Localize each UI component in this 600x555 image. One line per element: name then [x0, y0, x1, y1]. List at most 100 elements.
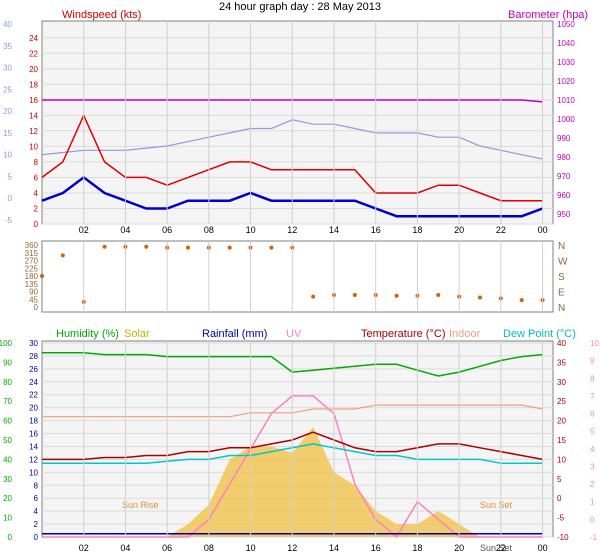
- legend-humidity: Humidity (%): [56, 328, 119, 340]
- direction-point: [311, 294, 316, 299]
- humidity-tick-label: 40: [3, 455, 12, 464]
- rain-tick-label: 0: [34, 533, 39, 542]
- baro-tick-label: 980: [557, 153, 571, 162]
- direction-point: [519, 298, 524, 303]
- wind-tick-label: 0: [34, 220, 39, 229]
- far-left-tick-label: 25: [3, 85, 12, 94]
- legend-temperature: Temperature (°C): [361, 328, 445, 340]
- humidity-tick-label: 10: [3, 514, 12, 523]
- temperature-tick-label: 25: [557, 397, 566, 406]
- temperature-tick-label: 0: [557, 494, 562, 503]
- x-tick-label: 04: [120, 543, 130, 553]
- rain-tick-label: 12: [29, 455, 38, 464]
- wind-tick-label: 8: [34, 158, 39, 167]
- wind-tick-label: 22: [29, 49, 38, 58]
- page-title: 24 hour graph day : 28 May 2013: [219, 1, 381, 13]
- direction-point: [60, 253, 65, 258]
- rain-tick-label: 18: [29, 417, 38, 426]
- x-tick-label: 20: [454, 543, 464, 553]
- direction-point: [394, 293, 399, 298]
- rain-tick-label: 10: [29, 468, 38, 477]
- compass-label: N: [558, 241, 565, 252]
- x-tick-label: 16: [371, 543, 381, 553]
- wind-tick-label: 6: [34, 173, 39, 182]
- legend-solar: Solar: [124, 328, 150, 340]
- direction-point: [102, 244, 107, 249]
- direction-tick-label: 90: [29, 288, 38, 297]
- direction-panel-frame: [41, 240, 554, 313]
- humidity-tick-label: 70: [3, 397, 12, 406]
- x-tick-label: 12: [287, 225, 297, 235]
- x-tick-label: 12: [287, 543, 297, 553]
- x-tick-label: 14: [329, 543, 339, 553]
- x-tick-label: 20: [454, 225, 464, 235]
- x-tick-label: 02: [79, 543, 89, 553]
- direction-point: [144, 244, 149, 249]
- humidity-tick-label: 0: [8, 533, 13, 542]
- temperature-tick-label: 10: [557, 455, 566, 464]
- baro-tick-label: 1000: [557, 115, 575, 124]
- x-tick-label: 14: [329, 225, 339, 235]
- baro-tick-label: 1030: [557, 58, 575, 67]
- annotation-sun-set: Sun Set: [480, 500, 513, 510]
- compass-label: S: [558, 272, 565, 283]
- baro-axis-label: Barometer (hpa): [508, 9, 588, 21]
- rain-tick-label: 28: [29, 352, 38, 361]
- wind-tick-label: 16: [29, 96, 38, 105]
- direction-point: [352, 292, 357, 297]
- x-tick-label: 22: [496, 225, 506, 235]
- rain-tick-label: 8: [34, 481, 39, 490]
- humidity-tick-label: 80: [3, 378, 12, 387]
- far-left-tick-label: 20: [3, 107, 12, 116]
- x-tick-label: 06: [162, 225, 172, 235]
- humidity-tick-label: 60: [3, 417, 12, 426]
- uv-tick-label: 2: [590, 480, 595, 489]
- rain-tick-label: 4: [34, 507, 39, 516]
- uv-tick-label: 0: [590, 515, 595, 524]
- wind-tick-label: 10: [29, 142, 38, 151]
- humidity-tick-label: 30: [3, 475, 12, 484]
- rain-tick-label: 14: [29, 442, 38, 451]
- x-tick-label: 08: [204, 543, 214, 553]
- x-tick-label: 18: [412, 225, 422, 235]
- rain-tick-label: 16: [29, 430, 38, 439]
- x-tick-label: 04: [120, 225, 130, 235]
- baro-tick-label: 960: [557, 191, 571, 200]
- far-left-tick-label: 30: [3, 64, 12, 73]
- temperature-tick-label: 40: [557, 339, 566, 348]
- compass-label: N: [558, 303, 565, 314]
- legend-dew-point: Dew Point (°C): [503, 328, 576, 340]
- far-left-tick-label: 35: [3, 42, 12, 51]
- direction-tick-label: 270: [25, 257, 39, 266]
- wind-axis-label: Windspeed (kts): [62, 9, 141, 21]
- uv-tick-label: 10: [590, 339, 599, 348]
- far-left-tick-label: 15: [3, 129, 12, 138]
- uv-tick-label: 3: [590, 462, 595, 471]
- rain-tick-label: 2: [34, 520, 39, 529]
- x-tick-label: 10: [246, 543, 256, 553]
- temperature-tick-label: 5: [557, 475, 562, 484]
- direction-point: [227, 245, 232, 250]
- legend-rainfall: Rainfall (mm): [202, 328, 267, 340]
- direction-point: [40, 274, 44, 278]
- wind-tick-label: 2: [34, 204, 39, 213]
- temperature-tick-label: -5: [557, 514, 565, 523]
- temperature-tick-label: 30: [557, 378, 566, 387]
- uv-tick-label: 1: [590, 498, 595, 507]
- compass-label: E: [558, 288, 565, 299]
- rain-tick-label: 22: [29, 391, 38, 400]
- humidity-tick-label: 90: [3, 358, 12, 367]
- wind-tick-label: 14: [29, 111, 38, 120]
- direction-point: [436, 292, 441, 297]
- temperature-tick-label: 20: [557, 417, 566, 426]
- legend-uv: UV: [286, 328, 302, 340]
- rain-tick-label: 6: [34, 494, 39, 503]
- wind-tick-label: 20: [29, 65, 38, 74]
- far-left-tick-label: 40: [3, 20, 12, 29]
- x-tick-label: 10: [246, 225, 256, 235]
- baro-tick-label: 1020: [557, 77, 575, 86]
- far-left-tick-label: -5: [5, 216, 13, 225]
- humidity-tick-label: 50: [3, 436, 12, 445]
- baro-tick-label: 1010: [557, 96, 575, 105]
